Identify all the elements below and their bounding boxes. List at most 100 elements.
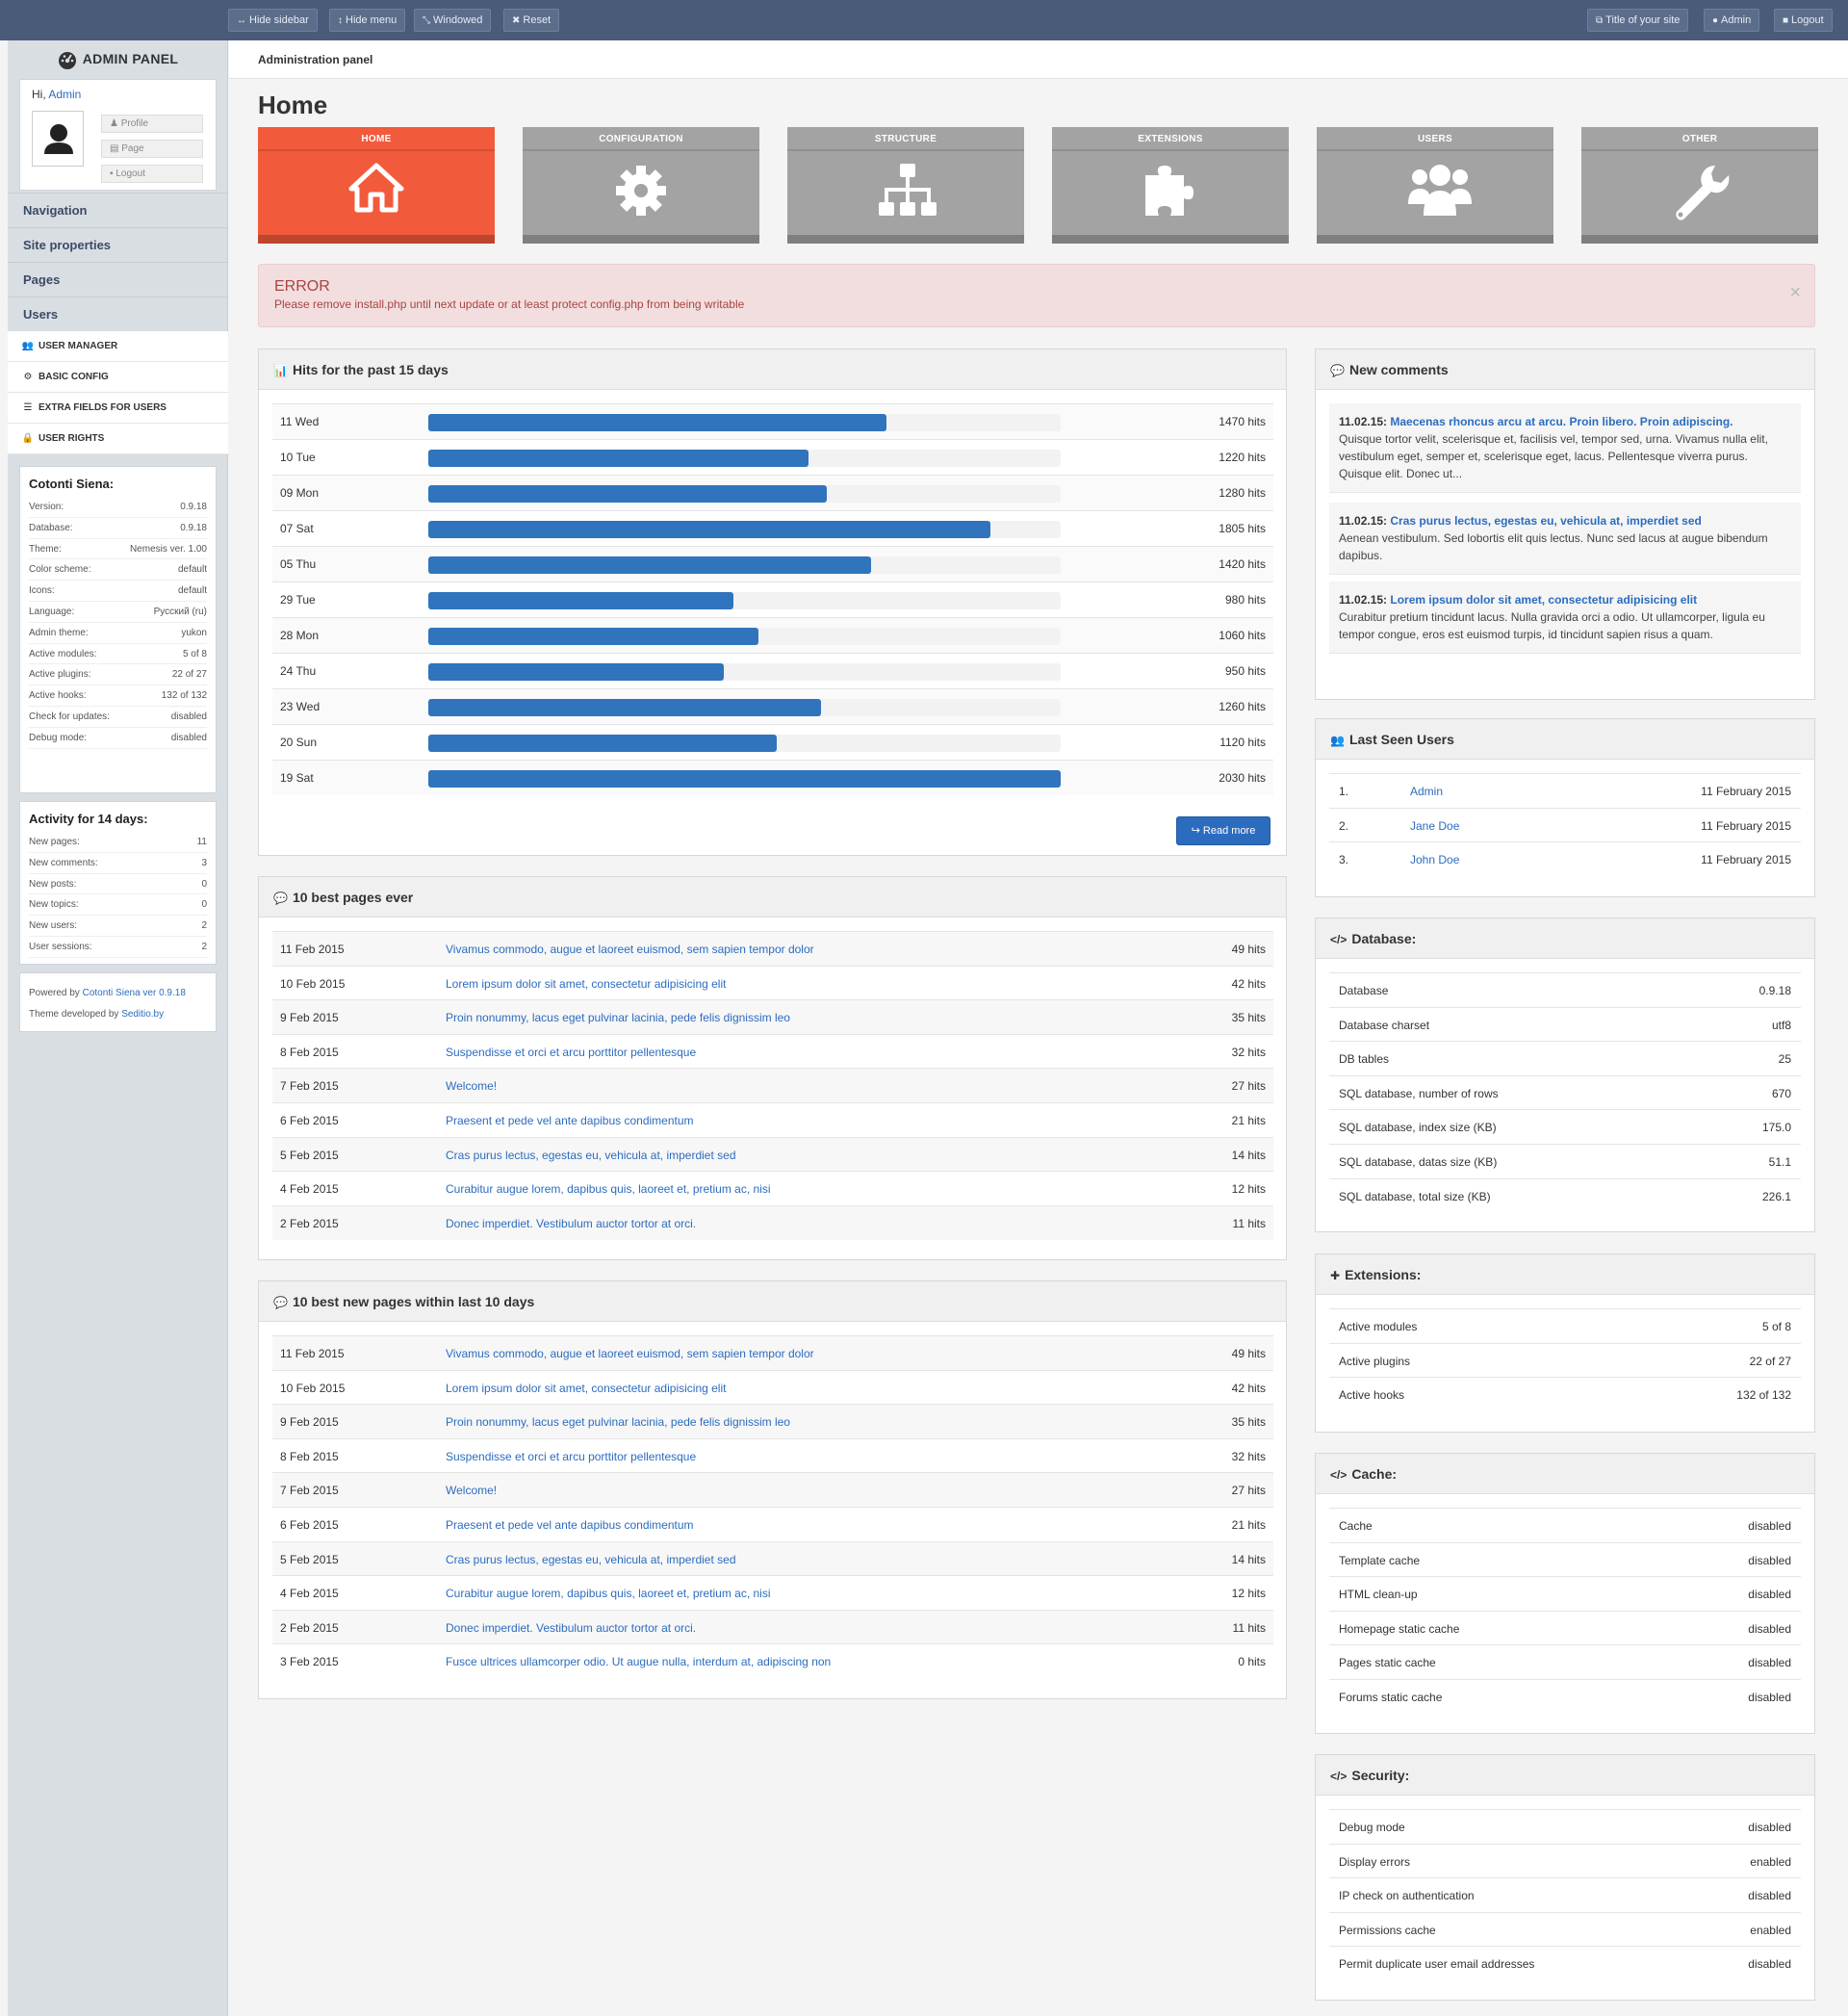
hide-menu-button[interactable]: ↕ Hide menu <box>329 9 406 32</box>
comment-link[interactable]: Maecenas rhoncus arcu at arcu. Proin lib… <box>1390 415 1733 428</box>
tile-extensions[interactable]: EXTENSIONS <box>1052 127 1289 244</box>
chart-bar <box>428 699 821 716</box>
cache-header: </> Cache: <box>1316 1454 1814 1494</box>
last-seen-user-link[interactable]: Admin <box>1410 785 1444 798</box>
reset-button[interactable]: ✖ Reset <box>503 9 560 32</box>
close-icon[interactable]: × <box>1789 282 1801 303</box>
page-link[interactable]: Cras purus lectus, egestas eu, vehicula … <box>446 1148 736 1162</box>
hide-sidebar-button[interactable]: ↔ Hide sidebar <box>228 9 318 32</box>
page-link[interactable]: Suspendisse et orci et arcu porttitor pe… <box>446 1045 697 1059</box>
nav-site-properties[interactable]: Site properties <box>8 227 228 262</box>
page-link[interactable]: Lorem ipsum dolor sit amet, consectetur … <box>446 1381 727 1395</box>
version-info-value: Русский (ru) <box>153 606 207 617</box>
tile-configuration[interactable]: CONFIGURATION <box>523 127 759 244</box>
tile-home[interactable]: HOME <box>258 127 495 244</box>
last-seen-user-link[interactable]: Jane Doe <box>1410 818 1460 833</box>
last-seen-user-link[interactable]: John Doe <box>1410 853 1460 867</box>
tile-structure[interactable]: STRUCTURE <box>787 127 1024 244</box>
security-row: Permissions cache enabled <box>1329 1911 1801 1947</box>
row-hits: 27 hits <box>1231 1484 1266 1498</box>
nav-users[interactable]: Users <box>8 297 228 331</box>
read-more-button[interactable]: ↪ Read more <box>1176 816 1270 845</box>
version-info-row: Icons: default <box>29 581 207 602</box>
chart-bar-track <box>428 485 1061 503</box>
row-hits: 49 hits <box>1231 943 1266 956</box>
comment-link[interactable]: Cras purus lectus, egestas eu, vehicula … <box>1390 514 1702 528</box>
page-link[interactable]: Vivamus commodo, augue et laoreet euismo… <box>446 943 814 956</box>
tile-users[interactable]: USERS <box>1317 127 1553 244</box>
greeting: Hi, Admin <box>32 88 81 101</box>
nav-pages[interactable]: Pages <box>8 262 228 297</box>
page-link[interactable]: Vivamus commodo, augue et laoreet euismo… <box>446 1347 814 1360</box>
home-icon <box>348 163 404 213</box>
table-row: 11 Feb 2015 Vivamus commodo, augue et lao… <box>272 931 1273 966</box>
page-link[interactable]: Praesent et pede vel ante dapibus condim… <box>446 1518 694 1532</box>
lock-icon: 🔒 <box>21 433 35 444</box>
page-link[interactable]: Welcome! <box>446 1484 498 1498</box>
extensions-value: 5 of 8 <box>1761 1320 1791 1333</box>
security-value: enabled <box>1750 1923 1791 1937</box>
comment-link[interactable]: Lorem ipsum dolor sit amet, consectetur … <box>1390 593 1698 607</box>
profile-button[interactable]: ♟ Profile <box>101 115 203 133</box>
hide-menu-label: Hide menu <box>346 14 398 26</box>
site-title-label: Title of your site <box>1605 14 1681 26</box>
activity-row: New pages: 11 <box>29 832 207 853</box>
page-link[interactable]: Proin nonummy, lacus eget pulvinar lacin… <box>446 1415 790 1430</box>
subnav-basic-config[interactable]: ⚙ BASIC CONFIG <box>8 362 228 393</box>
activity-key: New topics: <box>29 899 79 911</box>
page-link[interactable]: Praesent et pede vel ante dapibus condim… <box>446 1114 694 1127</box>
logout-button[interactable]: ■ Logout <box>1774 9 1833 32</box>
version-info-row: Color scheme: default <box>29 559 207 582</box>
user-link[interactable]: Admin <box>48 88 82 101</box>
chart-row: 28 Mon 1060 hits <box>272 617 1273 653</box>
windowed-button[interactable]: ⤡ Windowed <box>414 9 492 32</box>
version-info-row: Active modules: 5 of 8 <box>29 644 207 665</box>
subnav-extra-fields[interactable]: ☰ EXTRA FIELDS FOR USERS <box>8 393 228 424</box>
hits-panel-header: 📊 Hits for the past 15 days <box>259 349 1286 390</box>
extensions-title: Extensions: <box>1345 1267 1422 1282</box>
database-header: </> Database: <box>1316 918 1814 959</box>
chart-bar <box>428 735 778 752</box>
breadcrumb[interactable]: Administration panel <box>258 53 373 66</box>
users-icon: 👥 <box>21 341 35 351</box>
list-icon: ☰ <box>23 402 33 413</box>
cache-row: Forums static cache disabled <box>1329 1679 1801 1714</box>
chart-bar <box>428 770 1061 788</box>
sidebar-logout-button[interactable]: ▪ Logout <box>101 165 203 183</box>
page-link[interactable]: Donec imperdiet. Vestibulum auctor torto… <box>446 1216 697 1230</box>
page-link[interactable]: Suspendisse et orci et arcu porttitor pe… <box>446 1449 697 1463</box>
security-key: Display errors <box>1339 1854 1411 1869</box>
version-info-row: Active plugins: 22 of 27 <box>29 664 207 686</box>
admin-button[interactable]: ● Admin <box>1704 9 1760 32</box>
table-row: 4 Feb 2015 Curabitur augue lorem, dapibus… <box>272 1171 1273 1205</box>
theme-link[interactable]: Seditio.by <box>121 1009 165 1020</box>
nav-navigation[interactable]: Navigation <box>8 193 228 227</box>
subnav-user-rights[interactable]: 🔒 USER RIGHTS <box>8 424 228 454</box>
subnav-user-manager[interactable]: 👥 USER MANAGER <box>8 331 228 362</box>
theme-text: Theme developed by <box>29 1009 119 1020</box>
page-button[interactable]: ▤ Page <box>101 140 203 158</box>
chart-bar <box>428 450 808 467</box>
page-link[interactable]: Fusce ultrices ullamcorper odio. Ut augu… <box>446 1655 832 1669</box>
version-info-value: default <box>177 564 207 576</box>
activity-key: New users: <box>29 920 78 932</box>
page-link[interactable]: Curabitur augue lorem, dapibus quis, lao… <box>446 1587 771 1601</box>
version-info-value: yukon <box>181 627 207 638</box>
extensions-key: Active modules <box>1339 1320 1418 1333</box>
page-link[interactable]: Proin nonummy, lacus eget pulvinar lacin… <box>446 1011 790 1025</box>
security-row: IP check on authentication disabled <box>1329 1877 1801 1912</box>
row-date: 6 Feb 2015 <box>280 1114 339 1127</box>
tile-other[interactable]: OTHER <box>1581 127 1818 244</box>
page-link[interactable]: Donec imperdiet. Vestibulum auctor torto… <box>446 1620 697 1635</box>
arrows-horizontal-icon: ↔ <box>237 15 246 26</box>
comments-header: 💬 New comments <box>1316 349 1814 390</box>
page-link[interactable]: Lorem ipsum dolor sit amet, consectetur … <box>446 976 727 991</box>
site-title-button[interactable]: ⧉ Title of your site <box>1587 9 1689 32</box>
cache-key: HTML clean-up <box>1339 1588 1418 1602</box>
page-link[interactable]: Curabitur augue lorem, dapibus quis, lao… <box>446 1182 771 1197</box>
extensions-row: Active hooks 132 of 132 <box>1329 1377 1801 1411</box>
powered-link[interactable]: Cotonti Siena ver 0.9.18 <box>82 988 186 998</box>
page-link[interactable]: Welcome! <box>446 1079 498 1094</box>
page-link[interactable]: Cras purus lectus, egestas eu, vehicula … <box>446 1552 736 1566</box>
row-date: 6 Feb 2015 <box>280 1518 339 1532</box>
